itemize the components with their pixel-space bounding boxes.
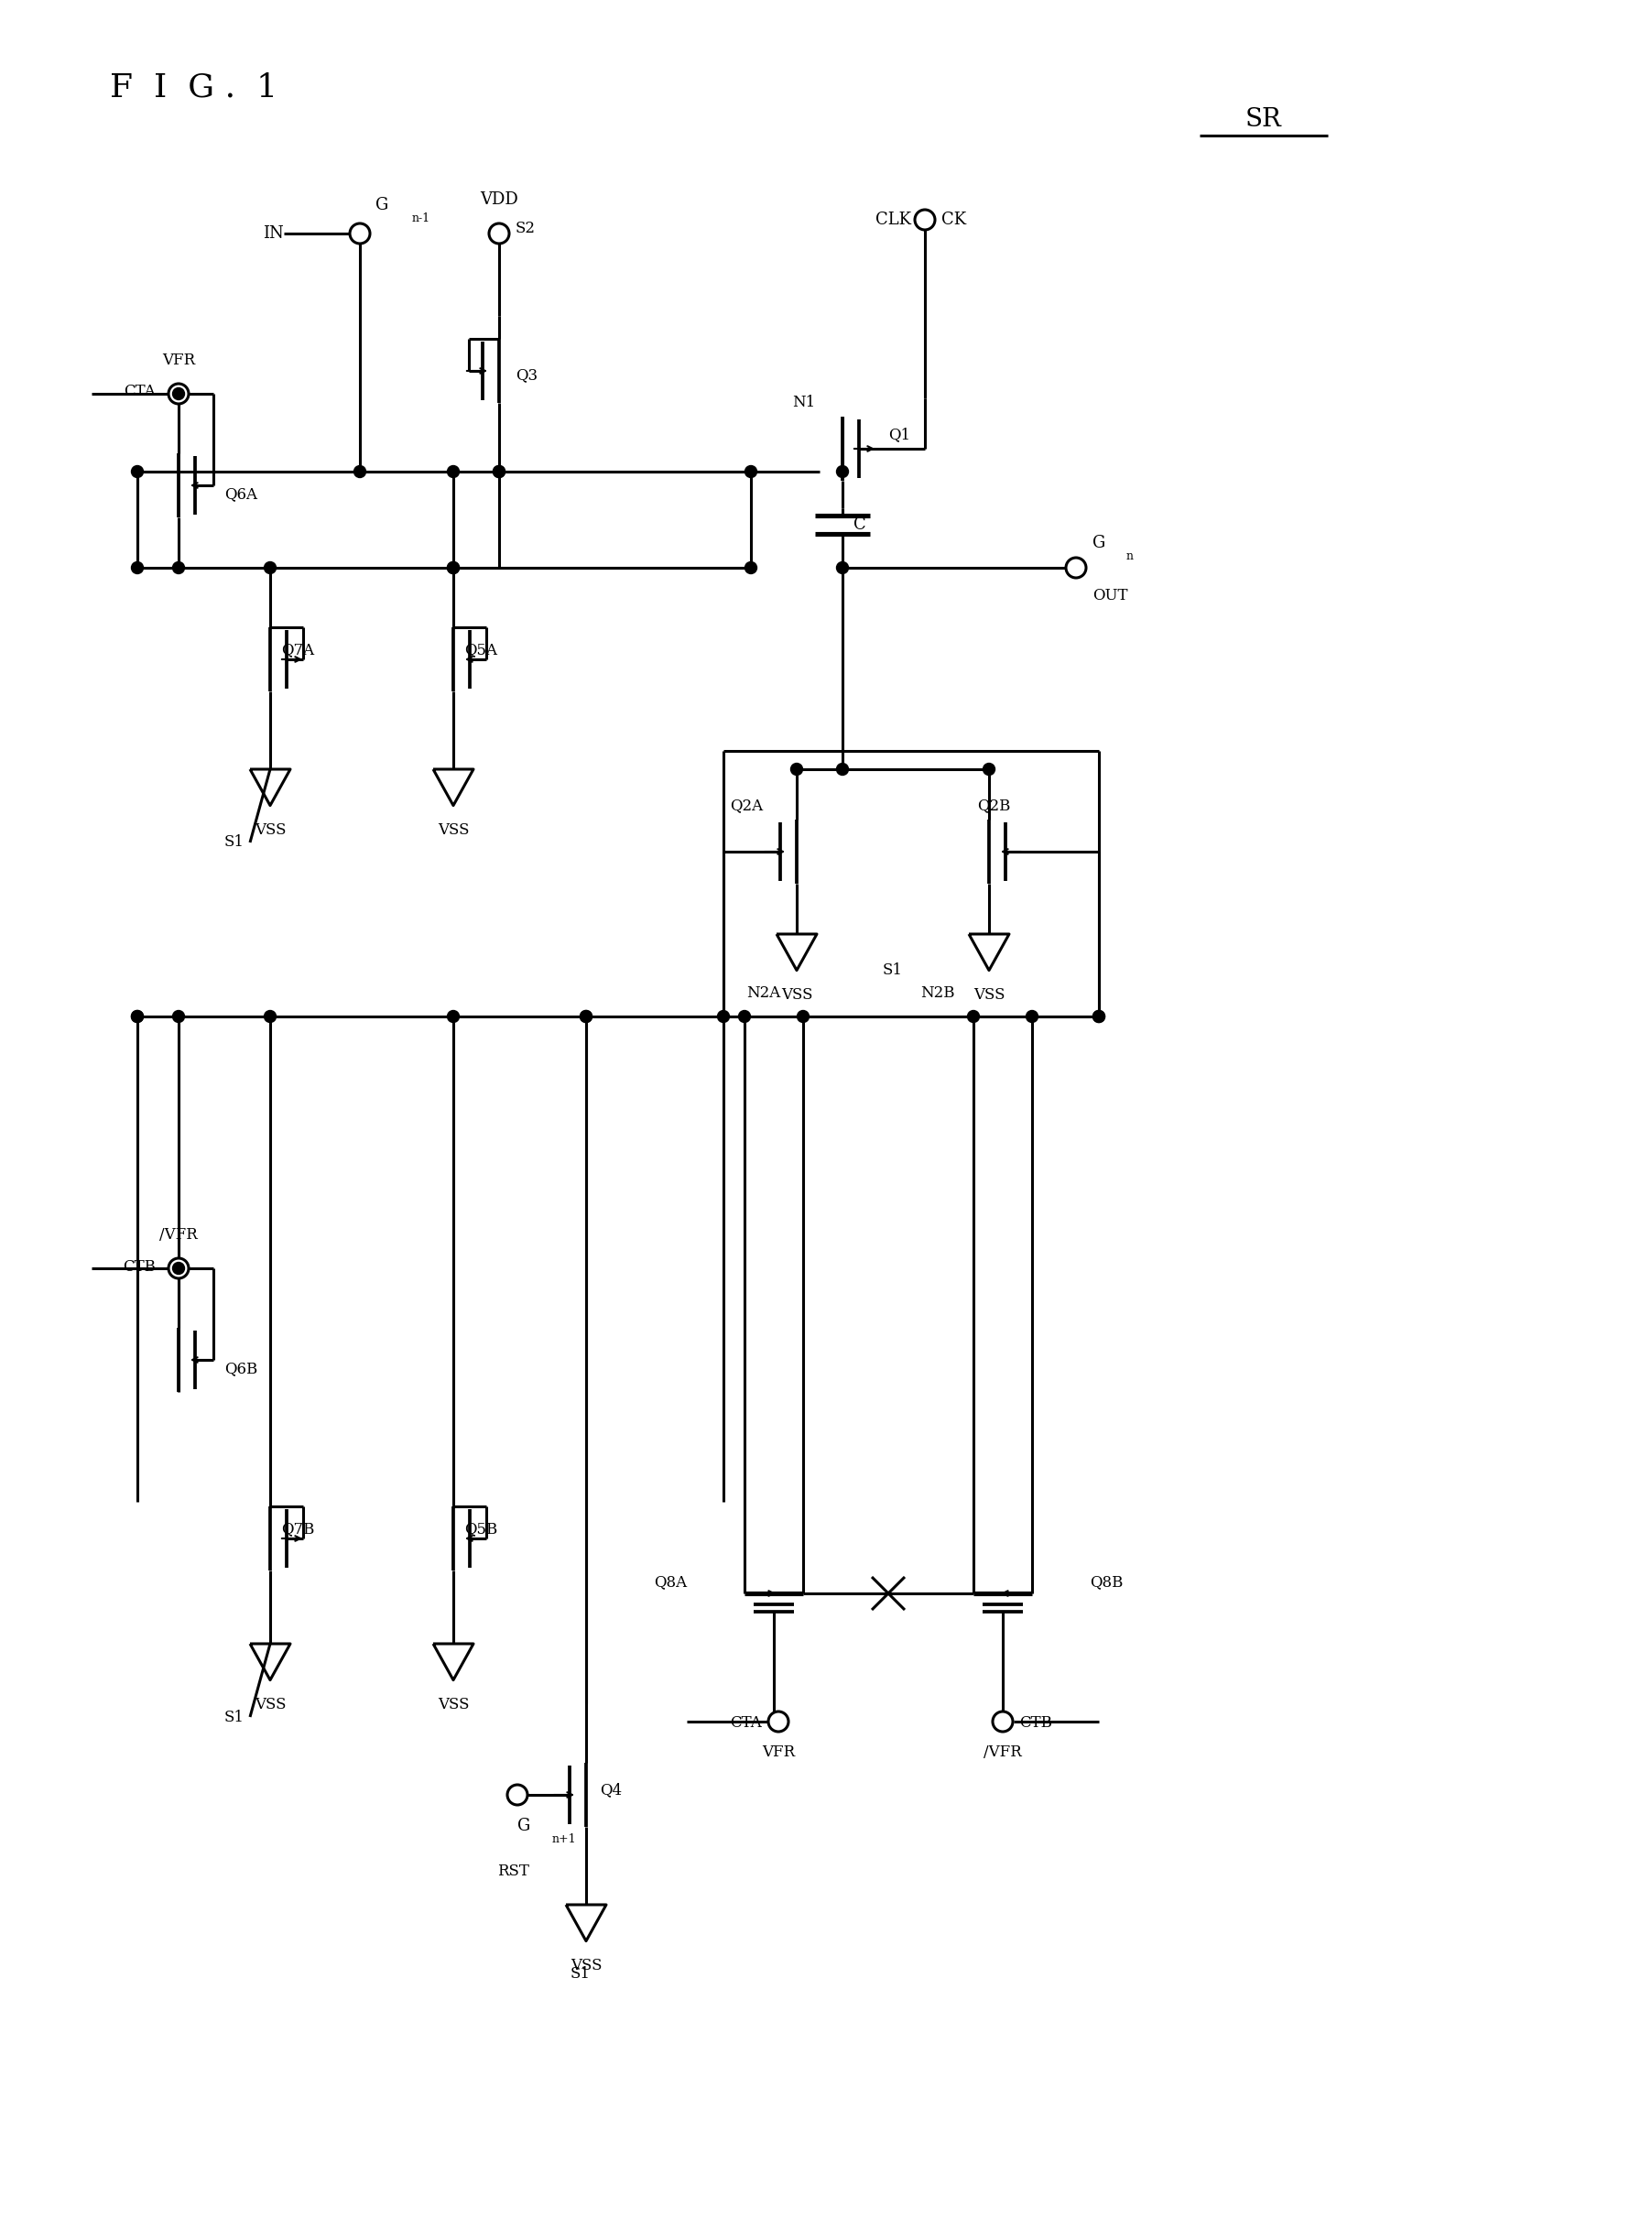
Text: CTA: CTA [730, 1716, 762, 1731]
Circle shape [745, 466, 757, 477]
Circle shape [983, 763, 995, 776]
Text: n: n [1127, 550, 1133, 563]
Circle shape [172, 1261, 185, 1275]
Text: CTA: CTA [124, 384, 155, 399]
Text: G: G [375, 197, 388, 213]
Text: S1: S1 [225, 834, 244, 851]
Circle shape [1066, 559, 1085, 579]
Circle shape [132, 466, 144, 477]
Circle shape [836, 763, 849, 776]
Text: S2: S2 [515, 222, 535, 237]
Text: CTB: CTB [122, 1259, 155, 1275]
Circle shape [798, 1011, 809, 1022]
Circle shape [993, 1712, 1013, 1731]
Circle shape [836, 466, 849, 477]
Text: Q2B: Q2B [976, 798, 1011, 814]
Text: Q7A: Q7A [281, 643, 314, 658]
Text: Q3: Q3 [515, 368, 537, 384]
Text: VSS: VSS [254, 823, 286, 838]
Text: VDD: VDD [481, 191, 519, 208]
Text: CTB: CTB [1019, 1716, 1052, 1731]
Text: Q6B: Q6B [225, 1361, 258, 1377]
Text: Q8A: Q8A [654, 1574, 687, 1590]
Circle shape [489, 224, 509, 244]
Circle shape [915, 211, 935, 231]
Circle shape [169, 1259, 188, 1279]
Text: N2B: N2B [920, 987, 955, 1002]
Text: SR: SR [1246, 106, 1282, 131]
Text: N1: N1 [791, 395, 814, 410]
Circle shape [791, 763, 803, 776]
Circle shape [1026, 1011, 1037, 1022]
Circle shape [448, 561, 459, 574]
Text: VSS: VSS [438, 823, 469, 838]
Circle shape [580, 1011, 591, 1022]
Circle shape [968, 1011, 980, 1022]
Text: VFR: VFR [762, 1745, 795, 1760]
Text: Q8B: Q8B [1090, 1574, 1123, 1590]
Text: RST: RST [497, 1864, 529, 1880]
Circle shape [448, 1011, 459, 1022]
Text: n+1: n+1 [552, 1833, 577, 1845]
Text: Q1: Q1 [889, 428, 910, 443]
Circle shape [132, 1011, 144, 1022]
Text: OUT: OUT [1092, 588, 1128, 603]
Circle shape [494, 466, 506, 477]
Text: CLK: CLK [876, 211, 912, 228]
Circle shape [264, 561, 276, 574]
Circle shape [169, 384, 188, 403]
Text: Q4: Q4 [600, 1782, 621, 1798]
Text: Q6A: Q6A [225, 488, 258, 503]
Text: S1: S1 [570, 1966, 591, 1982]
Text: Q5B: Q5B [464, 1521, 497, 1536]
Circle shape [172, 561, 185, 574]
Circle shape [717, 1011, 730, 1022]
Text: Q7B: Q7B [281, 1521, 314, 1536]
Text: Q5A: Q5A [464, 643, 497, 658]
Text: C: C [854, 517, 866, 532]
Circle shape [264, 1011, 276, 1022]
Circle shape [132, 561, 144, 574]
Text: VSS: VSS [973, 987, 1004, 1002]
Circle shape [172, 1011, 185, 1022]
Text: G: G [517, 1818, 530, 1833]
Text: Q2A: Q2A [730, 798, 763, 814]
Text: S1: S1 [225, 1709, 244, 1725]
Text: VSS: VSS [570, 1958, 601, 1973]
Circle shape [768, 1712, 788, 1731]
Text: F  I  G .  1: F I G . 1 [111, 71, 278, 102]
Circle shape [836, 561, 849, 574]
Circle shape [1094, 1011, 1105, 1022]
Text: /VFR: /VFR [160, 1226, 198, 1244]
Text: G: G [1092, 534, 1105, 552]
Circle shape [350, 224, 370, 244]
Text: VSS: VSS [254, 1696, 286, 1712]
Text: /VFR: /VFR [983, 1745, 1023, 1760]
Circle shape [354, 466, 365, 477]
Circle shape [738, 1011, 750, 1022]
Text: VFR: VFR [162, 353, 195, 368]
Text: S1: S1 [882, 962, 904, 978]
Circle shape [745, 561, 757, 574]
Circle shape [172, 388, 185, 399]
Circle shape [494, 466, 506, 477]
Text: CK: CK [942, 211, 966, 228]
Circle shape [1094, 1011, 1105, 1022]
Text: VSS: VSS [781, 987, 813, 1002]
Circle shape [580, 1011, 591, 1022]
Text: n-1: n-1 [411, 213, 431, 224]
Text: IN: IN [263, 226, 284, 242]
Circle shape [448, 561, 459, 574]
Text: VSS: VSS [438, 1696, 469, 1712]
Text: N2A: N2A [747, 987, 780, 1002]
Circle shape [132, 1011, 144, 1022]
Circle shape [448, 466, 459, 477]
Circle shape [507, 1785, 527, 1805]
